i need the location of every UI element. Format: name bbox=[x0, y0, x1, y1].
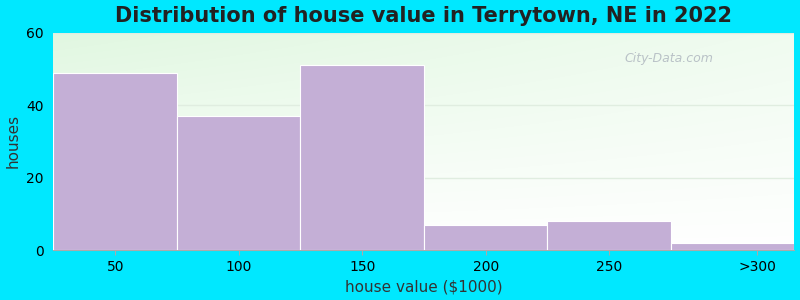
X-axis label: house value ($1000): house value ($1000) bbox=[345, 279, 502, 294]
Bar bbox=[54, 73, 177, 250]
Text: City-Data.com: City-Data.com bbox=[624, 52, 713, 65]
Bar bbox=[177, 116, 301, 250]
Bar bbox=[671, 243, 794, 250]
Bar bbox=[424, 225, 547, 250]
Bar bbox=[301, 65, 424, 250]
Bar bbox=[547, 221, 671, 250]
Y-axis label: houses: houses bbox=[6, 114, 21, 169]
Title: Distribution of house value in Terrytown, NE in 2022: Distribution of house value in Terrytown… bbox=[115, 6, 733, 26]
